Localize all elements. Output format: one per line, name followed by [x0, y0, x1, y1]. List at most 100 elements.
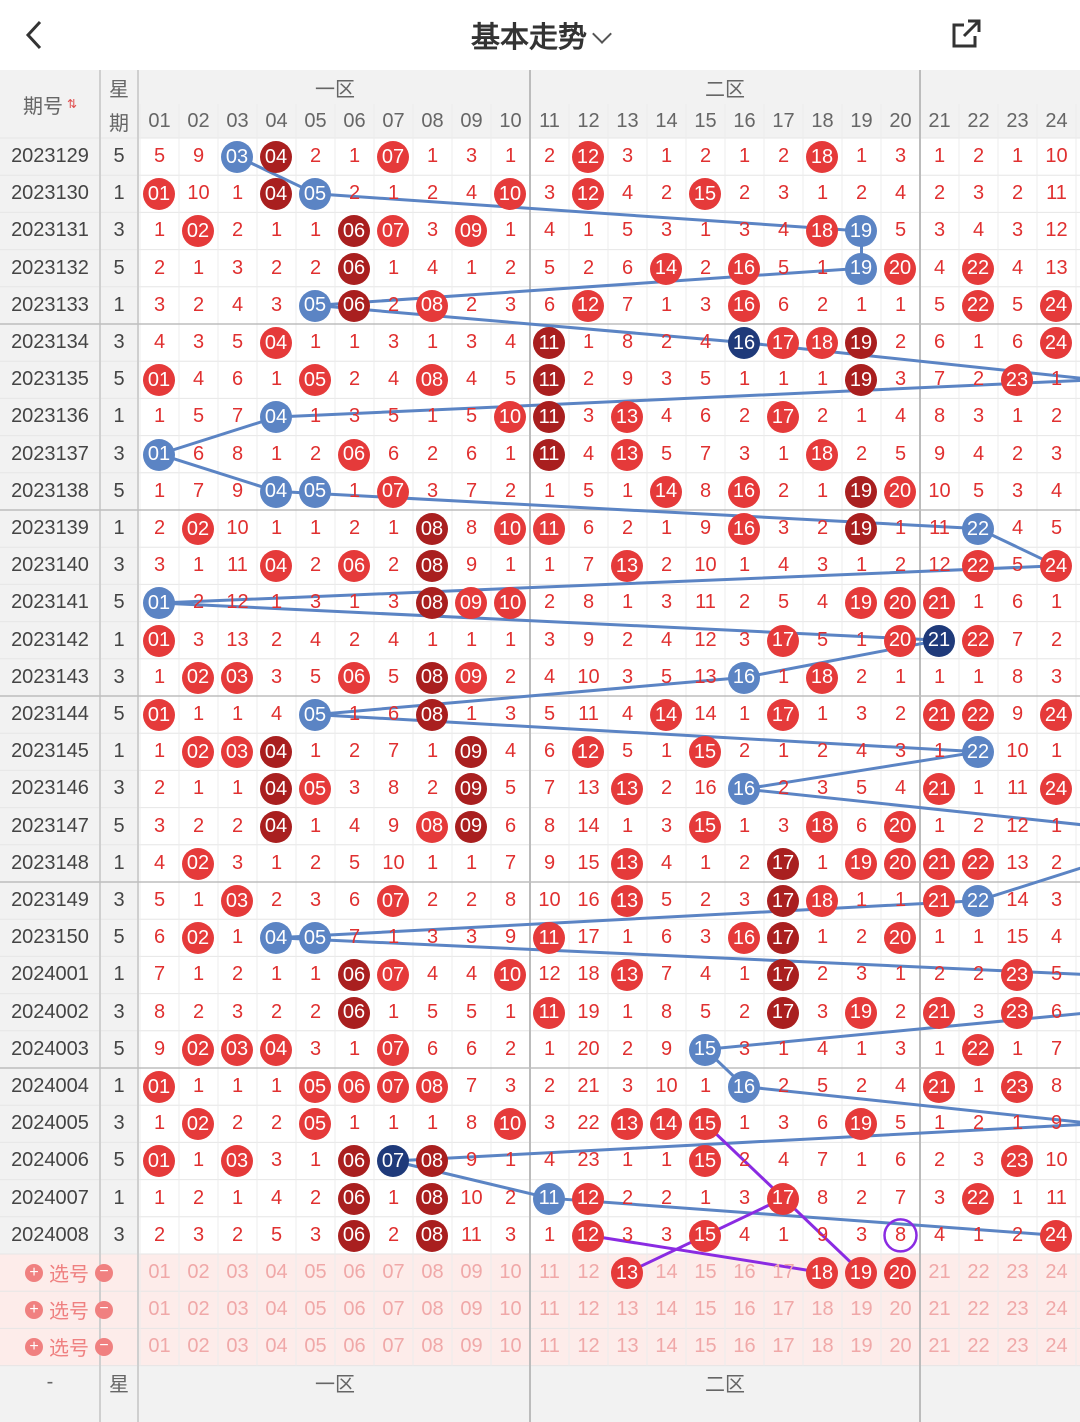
pick-number[interactable]: 24 [1045, 1261, 1068, 1284]
pick-number[interactable]: 13 [616, 1335, 639, 1358]
minus-circle-icon[interactable]: − [95, 1263, 113, 1282]
pick-number[interactable]: 08 [421, 1335, 444, 1358]
miss-count: 3 [816, 777, 829, 800]
pick-ball[interactable]: 13 [611, 1257, 643, 1289]
pick-number[interactable]: 16 [733, 1335, 756, 1358]
pick-number[interactable]: 22 [967, 1298, 990, 1321]
pick-number[interactable]: 07 [382, 1335, 405, 1358]
pick-number[interactable]: 17 [772, 1298, 795, 1321]
pick-number[interactable]: 17 [772, 1335, 795, 1358]
pick-number[interactable]: 12 [577, 1261, 600, 1284]
pick-number[interactable]: 01 [148, 1298, 171, 1321]
pick-number[interactable]: 12 [577, 1298, 600, 1321]
minus-circle-icon[interactable]: − [95, 1300, 113, 1319]
pick-number[interactable]: 14 [655, 1335, 678, 1358]
pick-number[interactable]: 06 [343, 1261, 366, 1284]
pick-ball[interactable]: 18 [806, 1257, 838, 1289]
pick-number[interactable]: 06 [343, 1298, 366, 1321]
plus-circle-icon[interactable]: + [25, 1337, 43, 1356]
miss-count: 9 [933, 442, 946, 465]
miss-count: 1 [504, 554, 517, 577]
miss-count: 2 [660, 1186, 673, 1209]
pick-number[interactable]: 22 [967, 1335, 990, 1358]
plus-circle-icon[interactable]: + [25, 1300, 43, 1319]
pick-number[interactable]: 04 [265, 1261, 288, 1284]
pick-number[interactable]: 08 [421, 1298, 444, 1321]
week-cell: 3 [113, 219, 125, 242]
pick-number[interactable]: 10 [499, 1335, 522, 1358]
pick-number[interactable]: 09 [460, 1298, 483, 1321]
pick-number[interactable]: 04 [265, 1335, 288, 1358]
pick-number[interactable]: 12 [577, 1335, 600, 1358]
pick-number[interactable]: 18 [811, 1335, 834, 1358]
pick-number[interactable]: 07 [382, 1298, 405, 1321]
pick-number[interactable]: 08 [421, 1261, 444, 1284]
miss-count: 4 [270, 1186, 283, 1209]
pick-number[interactable]: 24 [1045, 1298, 1068, 1321]
pick-number[interactable]: 10 [499, 1298, 522, 1321]
pick-number[interactable]: 24 [1045, 1335, 1068, 1358]
column-issue-header[interactable]: 期号 ⇅ [0, 70, 100, 138]
miss-count: 3 [621, 1075, 634, 1098]
pick-number[interactable]: 21 [928, 1261, 951, 1284]
pick-number[interactable]: 11 [539, 1298, 560, 1321]
pick-number[interactable]: 05 [304, 1298, 327, 1321]
pick-number[interactable]: 20 [889, 1335, 912, 1358]
pick-number[interactable]: 09 [460, 1335, 483, 1358]
pick-number[interactable]: 23 [1006, 1335, 1029, 1358]
pick-number[interactable]: 14 [655, 1298, 678, 1321]
pick-number[interactable]: 13 [616, 1298, 639, 1321]
pick-number[interactable]: 02 [187, 1298, 210, 1321]
pick-number[interactable]: 19 [850, 1335, 873, 1358]
pick-number[interactable]: 15 [694, 1298, 717, 1321]
miss-count: 3 [504, 293, 517, 316]
pick-number[interactable]: 15 [694, 1261, 717, 1284]
pick-number[interactable]: 02 [187, 1261, 210, 1284]
pick-number[interactable]: 14 [655, 1261, 678, 1284]
pick-row-label[interactable]: + 选号 − [0, 1254, 138, 1291]
pick-number[interactable]: 18 [811, 1298, 834, 1321]
plus-circle-icon[interactable]: + [25, 1263, 43, 1282]
pick-number[interactable]: 04 [265, 1298, 288, 1321]
pick-number[interactable]: 07 [382, 1261, 405, 1284]
pick-number[interactable]: 11 [539, 1335, 560, 1358]
pick-number[interactable]: 19 [850, 1298, 873, 1321]
pick-number[interactable]: 06 [343, 1335, 366, 1358]
pick-number[interactable]: 01 [148, 1261, 171, 1284]
pick-number[interactable]: 23 [1006, 1298, 1029, 1321]
pick-number[interactable]: 01 [148, 1335, 171, 1358]
pick-number[interactable]: 03 [226, 1261, 249, 1284]
pick-number[interactable]: 20 [889, 1298, 912, 1321]
pick-number[interactable]: 15 [694, 1335, 717, 1358]
pick-number[interactable]: 03 [226, 1335, 249, 1358]
sort-arrows-icon[interactable]: ⇅ [66, 97, 78, 111]
pick-number[interactable]: 09 [460, 1261, 483, 1284]
issue-cell: 2023130 [11, 182, 89, 205]
pick-number[interactable]: 16 [733, 1298, 756, 1321]
pick-number[interactable]: 21 [928, 1335, 951, 1358]
pick-number[interactable]: 23 [1006, 1261, 1029, 1284]
miss-count: 2 [231, 1112, 244, 1135]
pick-number[interactable]: 11 [539, 1261, 560, 1284]
share-icon[interactable] [950, 18, 982, 50]
page-title[interactable]: 基本走势 [0, 14, 1080, 56]
miss-count: 1 [738, 814, 751, 837]
pick-row-label[interactable]: + 选号 − [0, 1291, 138, 1328]
pick-number[interactable]: 02 [187, 1335, 210, 1358]
pick-row-label[interactable]: + 选号 − [0, 1328, 138, 1365]
minus-circle-icon[interactable]: − [95, 1337, 113, 1356]
pick-ball[interactable]: 20 [884, 1257, 916, 1289]
chevron-left-icon[interactable] [18, 18, 52, 52]
pick-number[interactable]: 21 [928, 1298, 951, 1321]
pick-number[interactable]: 05 [304, 1261, 327, 1284]
pick-number[interactable]: 22 [967, 1261, 990, 1284]
miss-count: 12 [1045, 219, 1068, 242]
pick-number[interactable]: 17 [772, 1261, 795, 1284]
miss-count: 2 [621, 517, 634, 540]
week-cell: 3 [113, 1000, 125, 1023]
pick-number[interactable]: 10 [499, 1261, 522, 1284]
pick-ball[interactable]: 19 [845, 1257, 877, 1289]
pick-number[interactable]: 16 [733, 1261, 756, 1284]
pick-number[interactable]: 05 [304, 1335, 327, 1358]
pick-number[interactable]: 03 [226, 1298, 249, 1321]
